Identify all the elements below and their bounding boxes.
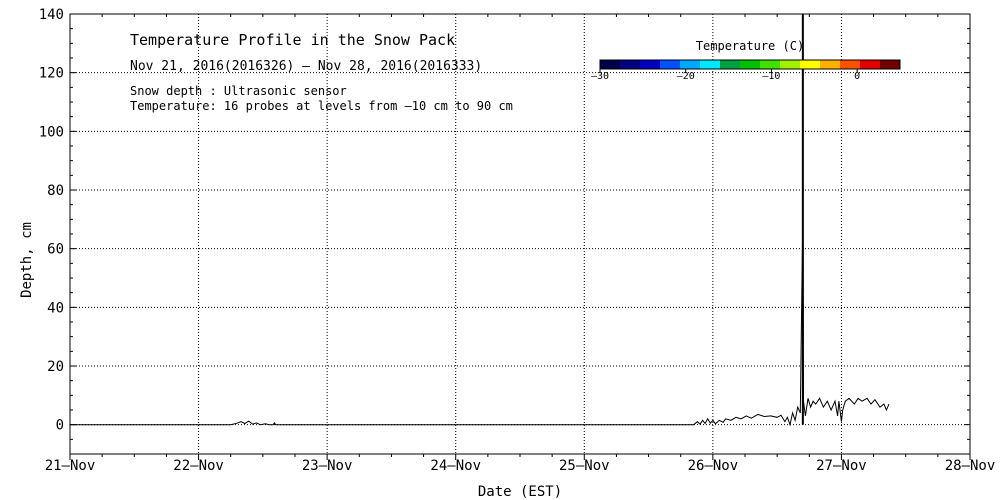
colorbar-swatch xyxy=(680,60,701,69)
x-tick-label: 28–Nov xyxy=(945,458,996,474)
grid-lines xyxy=(70,14,970,454)
colorbar-swatch xyxy=(780,60,801,69)
x-tick-label: 21–Nov xyxy=(45,458,96,474)
colorbar-swatch xyxy=(740,60,761,69)
colorbar-tick-label: –30 xyxy=(591,71,609,82)
y-tick-label: 140 xyxy=(39,7,64,23)
x-tick-label: 23–Nov xyxy=(302,458,353,474)
x-axis: 21–Nov 22–Nov 23–Nov 24–Nov 25–Nov 26–Nov 27–N… xyxy=(45,14,996,474)
x-tick-label: 22–Nov xyxy=(173,458,224,474)
colorbar-swatch xyxy=(860,60,881,69)
x-tick-label: 24–Nov xyxy=(430,458,481,474)
colorbar-tick-label: 0 xyxy=(854,71,860,82)
colorbar-swatch xyxy=(760,60,781,69)
colorbar-swatch xyxy=(660,60,681,69)
y-tick-label: 60 xyxy=(47,242,64,258)
y-tick-label: 120 xyxy=(39,66,64,82)
y-axis-label: Depth, cm xyxy=(19,222,35,298)
y-axis: 0 20 40 60 80 100 120 140 xyxy=(39,7,970,455)
y-tick-label: 100 xyxy=(39,124,64,140)
x-tick-label: 27–Nov xyxy=(816,458,867,474)
colorbar-frame xyxy=(599,59,901,70)
note-snow-depth: Snow depth : Ultrasonic sensor xyxy=(130,84,347,98)
plot-series xyxy=(70,14,890,427)
note-temperature: Temperature: 16 probes at levels from –1… xyxy=(130,99,513,113)
colorbar-swatch xyxy=(840,60,861,69)
y-tick-label: 80 xyxy=(47,183,64,199)
colorbar-swatch xyxy=(620,60,641,69)
colorbar-swatch xyxy=(640,60,661,69)
colorbar-swatch xyxy=(700,60,721,69)
colorbar-tick-label: –20 xyxy=(677,71,695,82)
y-tick-label: 40 xyxy=(47,300,64,316)
colorbar-swatch xyxy=(720,60,741,69)
y-tick-label: 0 xyxy=(56,418,64,434)
colorbar-swatch xyxy=(800,60,821,69)
colorbar-title: Temperature (C) xyxy=(696,39,804,53)
plot-frame xyxy=(69,13,971,455)
x-tick-label: 26–Nov xyxy=(688,458,739,474)
colorbar-swatch xyxy=(880,60,901,69)
chart-subtitle: Nov 21, 2016(2016326) – Nov 28, 2016(201… xyxy=(130,59,482,74)
y-tick-label: 20 xyxy=(47,359,64,375)
temperature-colorbar: Temperature (C) –30 –20 –10 0 xyxy=(591,39,901,82)
colorbar-swatch xyxy=(820,60,841,69)
colorbar-tick-label: –10 xyxy=(762,71,780,82)
colorbar-swatch xyxy=(600,60,621,69)
x-axis-label: Date (EST) xyxy=(478,484,562,500)
chart-title: Temperature Profile in the Snow Pack xyxy=(130,31,455,49)
x-tick-label: 25–Nov xyxy=(559,458,610,474)
snow-depth-line xyxy=(70,207,890,427)
